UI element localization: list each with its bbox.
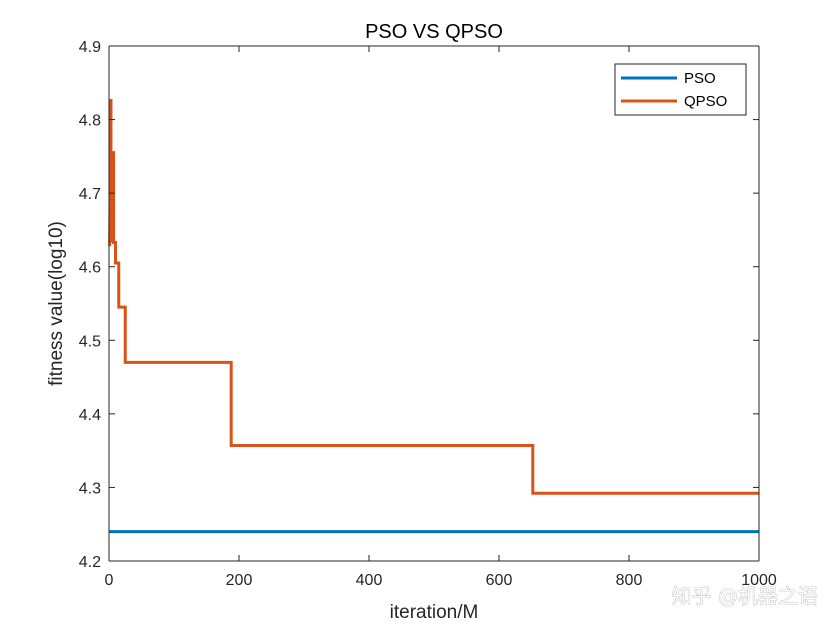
ticks-layer: 0 200 400 600 800 1000 4.2 4.3 4.4 4.5 4.6 4.7 4.8 4.… <box>79 39 777 589</box>
y-tick-label: 4.4 <box>79 407 101 424</box>
x-tick-label: 200 <box>226 572 253 589</box>
y-tick-label: 4.8 <box>79 113 101 130</box>
watermark: 知乎 @机器之语 <box>672 584 818 608</box>
x-tick-label: 1000 <box>741 572 777 589</box>
y-tick-label: 4.6 <box>79 260 101 277</box>
y-tick-label: 4.3 <box>79 480 101 497</box>
x-tick-label: 600 <box>486 572 513 589</box>
axes-layer <box>108 45 760 562</box>
legend-box <box>614 63 747 116</box>
y-tick-label: 4.5 <box>79 333 101 350</box>
x-tick-label: 0 <box>105 572 114 589</box>
y-tick-label: 4.9 <box>79 39 101 56</box>
plot-area <box>109 46 759 561</box>
legend-label-pso: PSO <box>684 70 716 87</box>
legend-label-qpso: QPSO <box>684 93 727 110</box>
y-tick-label: 4.2 <box>79 554 101 571</box>
y-axis-label: fitness value(log10) <box>46 221 67 386</box>
x-tick-label: 400 <box>356 572 383 589</box>
series-layer <box>108 98 759 534</box>
y-tick-label: 4.7 <box>79 186 101 203</box>
chart-title: PSO VS QPSO <box>365 21 503 43</box>
x-axis-label: iteration/M <box>390 602 479 623</box>
series-line-qpso <box>108 98 759 495</box>
legend: PSO QPSO <box>614 63 747 116</box>
x-tick-label: 800 <box>616 572 643 589</box>
